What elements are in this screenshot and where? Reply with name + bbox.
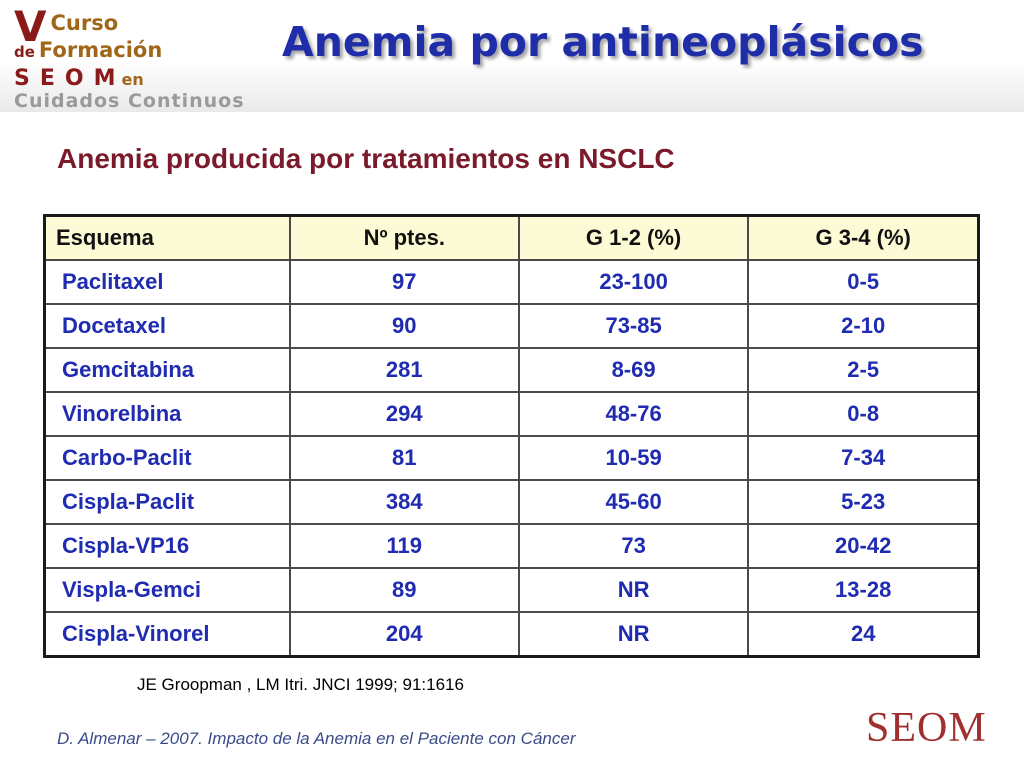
cell-n-ptes: 97 — [288, 259, 520, 305]
cell-g12: 8-69 — [517, 347, 750, 393]
cell-n-ptes: 204 — [288, 611, 520, 658]
logo-line-4: Cuidados Continuos — [14, 92, 245, 111]
cell-g12: 73-85 — [517, 303, 750, 349]
table-row: Cispla-VP16 119 73 20-42 — [43, 523, 980, 569]
cell-n-ptes: 384 — [288, 479, 520, 525]
slide-subtitle: Anemia producida por tratamientos en NSC… — [57, 143, 675, 174]
cell-g34: 13-28 — [747, 567, 980, 613]
seom-footer-logo: SEOM — [866, 705, 987, 751]
footer-citation: D. Almenar – 2007. Impacto de la Anemia … — [57, 729, 576, 748]
logo-de: de — [14, 43, 35, 61]
cell-g34: 0-5 — [747, 259, 980, 305]
cell-g12: 73 — [517, 523, 750, 569]
cell-n-ptes: 294 — [288, 391, 520, 437]
table-row: Cispla-Paclit 384 45-60 5-23 — [43, 479, 980, 525]
cell-g12: 45-60 — [517, 479, 750, 525]
header-n-ptes: Nº ptes. — [288, 214, 520, 261]
header-band — [0, 0, 1024, 112]
table-row: Carbo-Paclit 81 10-59 7-34 — [43, 435, 980, 481]
logo-cuidados-continuos: Cuidados Continuos — [14, 90, 245, 112]
cell-esquema: Cispla-Vinorel — [43, 611, 291, 658]
table-row: Vinorelbina 294 48-76 0-8 — [43, 391, 980, 437]
logo-roman-numeral: V — [14, 2, 47, 51]
logo-line-2: de Formación — [14, 40, 162, 61]
logo-formacion: Formación — [38, 38, 163, 62]
cell-g34: 7-34 — [747, 435, 980, 481]
cell-g12: NR — [517, 611, 750, 658]
table-row: Gemcitabina 281 8-69 2-5 — [43, 347, 980, 393]
cell-n-ptes: 89 — [288, 567, 520, 613]
logo-line-3: SEOMen — [14, 68, 144, 90]
cell-n-ptes: 81 — [288, 435, 520, 481]
cell-g12: 23-100 — [517, 259, 750, 305]
logo-seom: SEOM — [14, 66, 126, 91]
logo-en: en — [121, 70, 144, 89]
cell-g34: 5-23 — [747, 479, 980, 525]
cell-n-ptes: 119 — [288, 523, 520, 569]
cell-g34: 2-5 — [747, 347, 980, 393]
table-row: Vispla-Gemci 89 NR 13-28 — [43, 567, 980, 613]
table-row: Paclitaxel 97 23-100 0-5 — [43, 259, 980, 305]
cell-g12: 10-59 — [517, 435, 750, 481]
cell-esquema: Cispla-VP16 — [43, 523, 291, 569]
cell-esquema: Cispla-Paclit — [43, 479, 291, 525]
cell-esquema: Carbo-Paclit — [43, 435, 291, 481]
cell-g34: 2-10 — [747, 303, 980, 349]
logo-curso: Curso — [50, 11, 119, 35]
slide-title: Anemia por antineoplásicos — [282, 18, 924, 66]
cell-esquema: Vispla-Gemci — [43, 567, 291, 613]
header-g12: G 1-2 (%) — [517, 214, 750, 261]
anemia-table: Esquema Nº ptes. G 1-2 (%) G 3-4 (%) Pac… — [43, 214, 980, 658]
logo-line-1: V Curso — [14, 6, 118, 48]
cell-g34: 24 — [747, 611, 980, 658]
cell-esquema: Vinorelbina — [43, 391, 291, 437]
cell-esquema: Gemcitabina — [43, 347, 291, 393]
course-logo: V Curso de Formación SEOMen Cuidados Conti… — [14, 4, 264, 111]
cell-n-ptes: 90 — [288, 303, 520, 349]
cell-esquema: Paclitaxel — [43, 259, 291, 305]
cell-g34: 0-8 — [747, 391, 980, 437]
table-row: Docetaxel 90 73-85 2-10 — [43, 303, 980, 349]
cell-g34: 20-42 — [747, 523, 980, 569]
table-row: Cispla-Vinorel 204 NR 24 — [43, 611, 980, 658]
cell-g12: NR — [517, 567, 750, 613]
cell-esquema: Docetaxel — [43, 303, 291, 349]
reference-citation: JE Groopman , LM Itri. JNCI 1999; 91:161… — [137, 675, 464, 694]
header-g34: G 3-4 (%) — [747, 214, 980, 261]
table-header-row: Esquema Nº ptes. G 1-2 (%) G 3-4 (%) — [43, 214, 980, 261]
header-esquema: Esquema — [43, 214, 291, 261]
cell-g12: 48-76 — [517, 391, 750, 437]
cell-n-ptes: 281 — [288, 347, 520, 393]
